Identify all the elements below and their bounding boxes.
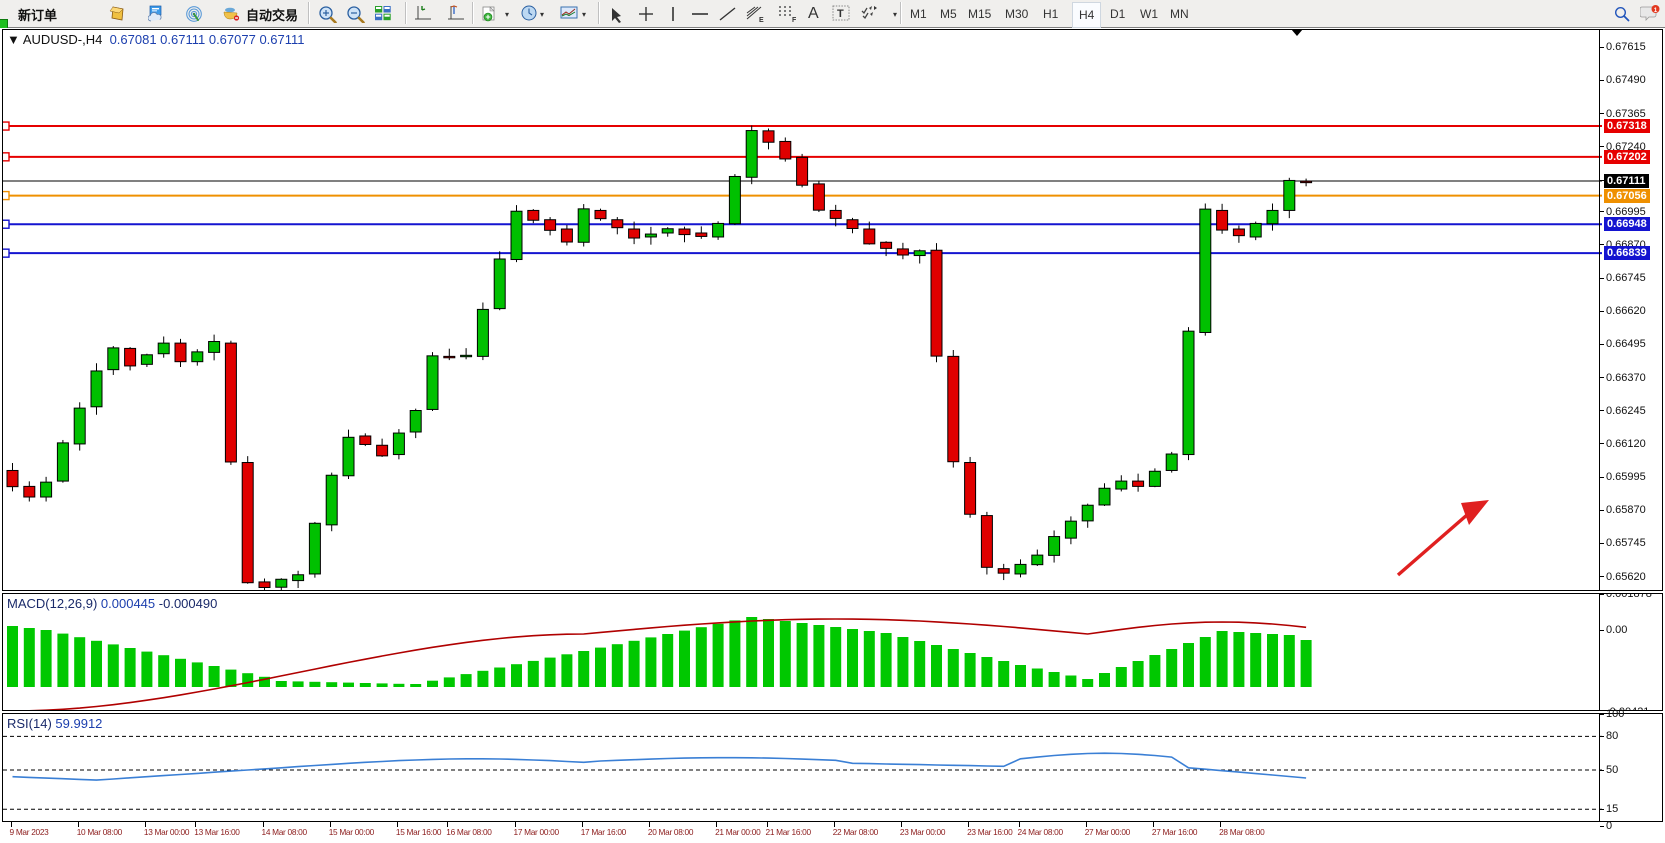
svg-text:T: T (837, 8, 844, 20)
svg-text:E: E (759, 17, 764, 23)
svg-text:F: F (792, 17, 797, 23)
svg-text:1: 1 (1654, 7, 1658, 14)
